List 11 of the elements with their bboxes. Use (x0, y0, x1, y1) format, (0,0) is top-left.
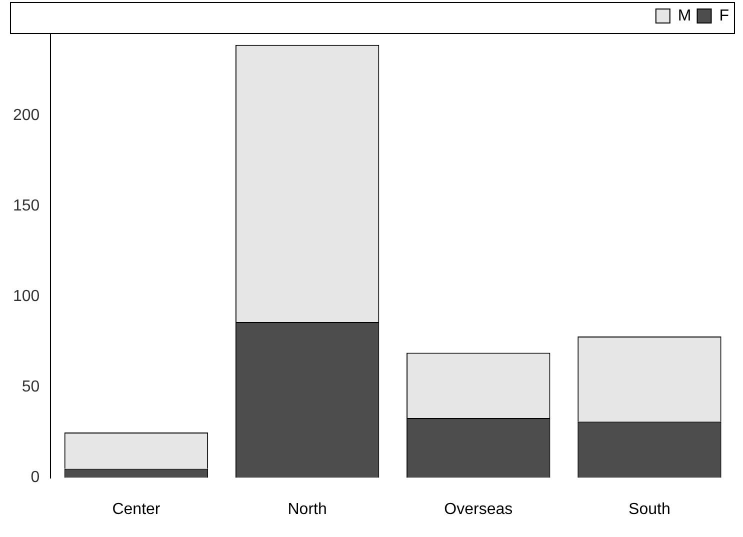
y-tick-label: 0 (30, 469, 40, 486)
y-tick-label: 50 (22, 378, 40, 396)
y-tick-label: 150 (12, 197, 40, 214)
x-tick-label: Overseas (444, 500, 513, 518)
y-tick-label: 100 (12, 288, 40, 306)
x-tick-label: North (288, 500, 327, 518)
x-tick-label: Center (112, 500, 161, 518)
legend-label: M (678, 7, 692, 24)
y-tick-label: 200 (12, 106, 40, 124)
x-tick-label: South (628, 500, 670, 518)
legend-label: F (719, 7, 730, 24)
